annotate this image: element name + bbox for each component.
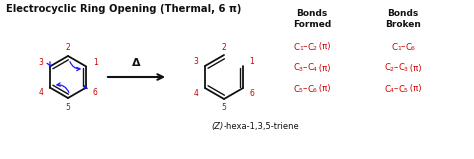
Text: (π): (π)	[316, 42, 330, 52]
Text: C: C	[308, 42, 313, 52]
Text: 1: 1	[299, 46, 303, 51]
Text: 5: 5	[221, 104, 227, 113]
Text: 2: 2	[312, 46, 316, 51]
Text: Δ: Δ	[132, 58, 141, 68]
Text: Bonds
Formed: Bonds Formed	[293, 9, 331, 29]
Text: 4: 4	[38, 88, 43, 97]
Text: C: C	[399, 63, 404, 73]
Text: C: C	[294, 63, 300, 73]
Text: C: C	[392, 42, 398, 52]
Text: 2: 2	[390, 67, 394, 72]
Text: 3: 3	[193, 58, 199, 66]
Text: C: C	[385, 84, 391, 93]
Text: –: –	[302, 63, 307, 73]
Text: 6: 6	[250, 89, 255, 97]
Text: 6: 6	[312, 88, 316, 93]
Text: -hexa-1,3,5-triene: -hexa-1,3,5-triene	[224, 122, 300, 131]
Text: C: C	[308, 63, 313, 73]
Text: –: –	[302, 42, 307, 52]
Text: (π): (π)	[316, 63, 330, 73]
Text: 5: 5	[299, 88, 303, 93]
Text: 3: 3	[403, 67, 407, 72]
Text: 4: 4	[193, 89, 199, 97]
Text: 2: 2	[65, 44, 70, 52]
Text: –: –	[393, 63, 398, 73]
Text: –: –	[401, 42, 405, 52]
Text: C: C	[399, 84, 404, 93]
Text: Bonds
Broken: Bonds Broken	[385, 9, 421, 29]
Text: 4: 4	[390, 88, 394, 93]
Text: 1: 1	[250, 58, 255, 66]
Text: 1: 1	[93, 58, 98, 67]
Text: 4: 4	[312, 67, 316, 72]
Text: C: C	[308, 84, 313, 93]
Text: C: C	[405, 42, 411, 52]
Text: (π): (π)	[316, 84, 330, 93]
Text: C: C	[294, 84, 300, 93]
Text: 3: 3	[299, 67, 303, 72]
Text: (Z): (Z)	[212, 122, 224, 131]
Text: C: C	[294, 42, 300, 52]
Text: 5: 5	[403, 88, 407, 93]
Text: 6: 6	[410, 46, 414, 51]
Text: –: –	[393, 84, 398, 93]
Text: –: –	[302, 84, 307, 93]
Text: 3: 3	[38, 58, 43, 67]
Text: 2: 2	[222, 42, 227, 52]
Text: 1: 1	[397, 46, 401, 51]
Text: 6: 6	[93, 88, 98, 97]
Text: C: C	[385, 63, 391, 73]
Text: Electrocyclic Ring Opening (Thermal, 6 π): Electrocyclic Ring Opening (Thermal, 6 π…	[6, 4, 241, 14]
Text: (π): (π)	[407, 63, 421, 73]
Text: (π): (π)	[407, 84, 421, 93]
Text: 5: 5	[65, 103, 71, 111]
